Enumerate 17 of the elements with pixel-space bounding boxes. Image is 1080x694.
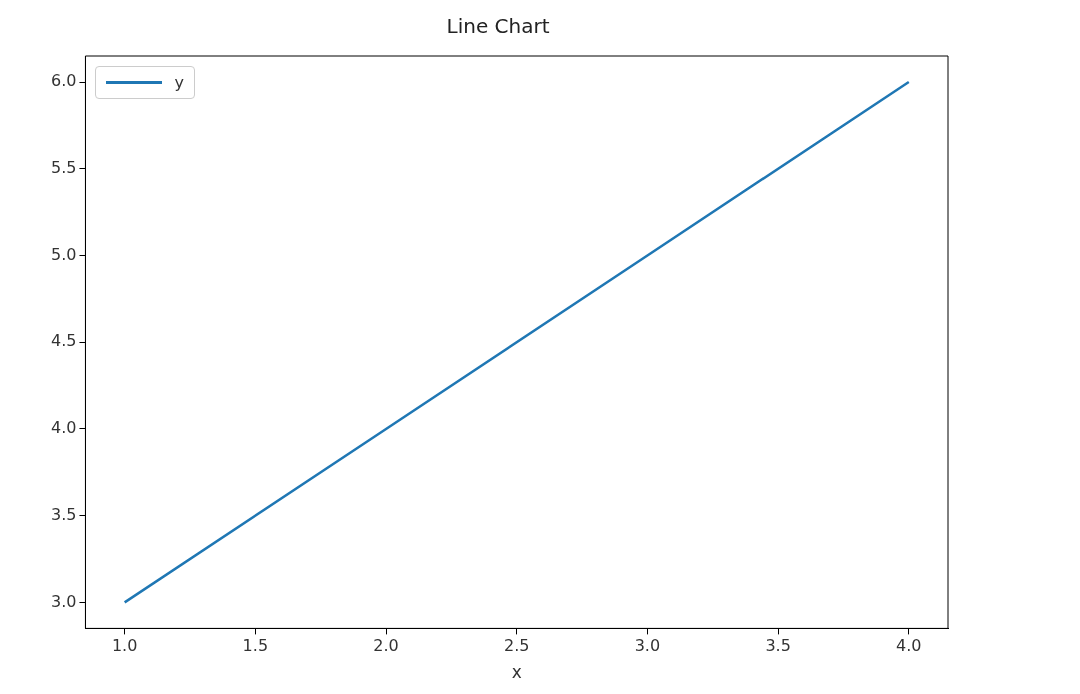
chart-title: Line Chart <box>446 14 550 39</box>
x-tick-label: 2.0 <box>373 636 399 656</box>
x-axis-title: x <box>511 662 522 683</box>
x-tick-label: 1.5 <box>242 636 269 656</box>
x-tick-label: 3.5 <box>765 636 791 656</box>
x-tick-label: 3.0 <box>634 636 661 656</box>
y-tick-label: 5.0 <box>50 244 77 264</box>
x-tick-label: 4.0 <box>896 636 922 656</box>
y-tick-label: 3.5 <box>50 504 77 524</box>
y-tick-label: 5.5 <box>50 157 77 177</box>
y-tick-label: 6.0 <box>50 71 77 91</box>
y-tick-label: 3.0 <box>50 591 77 611</box>
legend-label: y <box>174 73 184 92</box>
x-tick-label: 1.0 <box>111 636 138 656</box>
x-tick-label: 2.5 <box>504 636 530 656</box>
y-tick-label: 4.0 <box>50 418 77 438</box>
y-tick-label: 4.5 <box>50 331 77 351</box>
